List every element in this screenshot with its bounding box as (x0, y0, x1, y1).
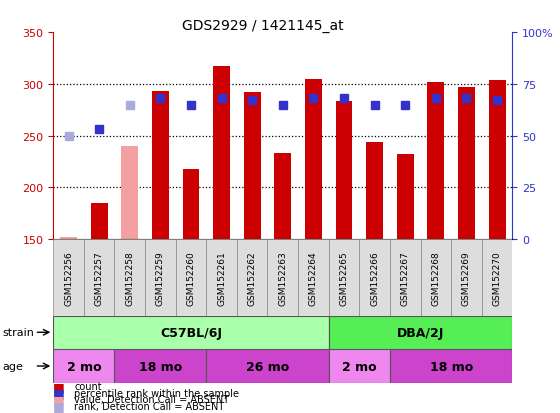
Bar (213, 67, 230, 240)
Bar (60, 237, 77, 240)
Text: GSM152264: GSM152264 (309, 251, 318, 305)
Bar (489, 81, 506, 240)
Text: ■: ■ (53, 399, 65, 413)
Text: 2 mo: 2 mo (67, 360, 101, 373)
Bar (145, 240, 176, 316)
Text: ■: ■ (53, 380, 65, 393)
Text: ■: ■ (53, 386, 65, 399)
Text: GDS2929 / 1421145_at: GDS2929 / 1421145_at (183, 19, 344, 33)
Text: rank, Detection Call = ABSENT: rank, Detection Call = ABSENT (74, 401, 225, 411)
Text: GSM152270: GSM152270 (493, 250, 502, 305)
Text: GSM152257: GSM152257 (95, 250, 104, 305)
Bar (237, 240, 268, 316)
Bar (329, 240, 360, 316)
Text: GSM152262: GSM152262 (248, 251, 256, 305)
Text: 26 mo: 26 mo (246, 360, 289, 373)
Text: DBA/2J: DBA/2J (397, 326, 444, 339)
Bar (451, 240, 482, 316)
Bar (397, 155, 414, 240)
Text: GSM152256: GSM152256 (64, 250, 73, 305)
Text: GSM152260: GSM152260 (186, 250, 195, 305)
Text: 18 mo: 18 mo (139, 360, 182, 373)
Text: GSM152267: GSM152267 (401, 250, 410, 305)
Bar (91, 203, 108, 240)
Bar (53, 316, 329, 349)
Text: GSM152259: GSM152259 (156, 250, 165, 305)
Bar (298, 240, 329, 316)
Bar (114, 240, 145, 316)
Text: GSM152269: GSM152269 (462, 250, 471, 305)
Bar (366, 142, 383, 240)
Bar (305, 79, 322, 240)
Bar (329, 349, 390, 383)
Text: count: count (74, 381, 102, 391)
Text: value, Detection Call = ABSENT: value, Detection Call = ABSENT (74, 394, 230, 404)
Bar (335, 102, 352, 240)
Text: GSM152261: GSM152261 (217, 250, 226, 305)
Bar (183, 169, 199, 240)
Bar (268, 240, 298, 316)
Bar (458, 88, 475, 240)
Text: strain: strain (3, 328, 35, 337)
Text: C57BL/6J: C57BL/6J (160, 326, 222, 339)
Text: GSM152268: GSM152268 (431, 250, 440, 305)
Bar (421, 240, 451, 316)
Text: 18 mo: 18 mo (430, 360, 473, 373)
Bar (206, 349, 329, 383)
Bar (53, 240, 84, 316)
Text: percentile rank within the sample: percentile rank within the sample (74, 388, 240, 398)
Bar (152, 92, 169, 240)
Text: GSM152258: GSM152258 (125, 250, 134, 305)
Bar (176, 240, 206, 316)
Bar (390, 240, 421, 316)
Bar (360, 240, 390, 316)
Bar (274, 154, 291, 240)
Text: age: age (3, 361, 24, 371)
Bar (244, 93, 260, 240)
Bar (53, 349, 114, 383)
Bar (114, 349, 206, 383)
Text: ■: ■ (53, 393, 65, 406)
Bar (206, 240, 237, 316)
Bar (122, 147, 138, 240)
Bar (84, 240, 114, 316)
Text: GSM152266: GSM152266 (370, 250, 379, 305)
Text: GSM152263: GSM152263 (278, 250, 287, 305)
Bar (482, 240, 512, 316)
Bar (390, 349, 512, 383)
Text: 2 mo: 2 mo (342, 360, 377, 373)
Text: GSM152265: GSM152265 (339, 250, 348, 305)
Bar (427, 83, 444, 240)
Bar (329, 316, 512, 349)
